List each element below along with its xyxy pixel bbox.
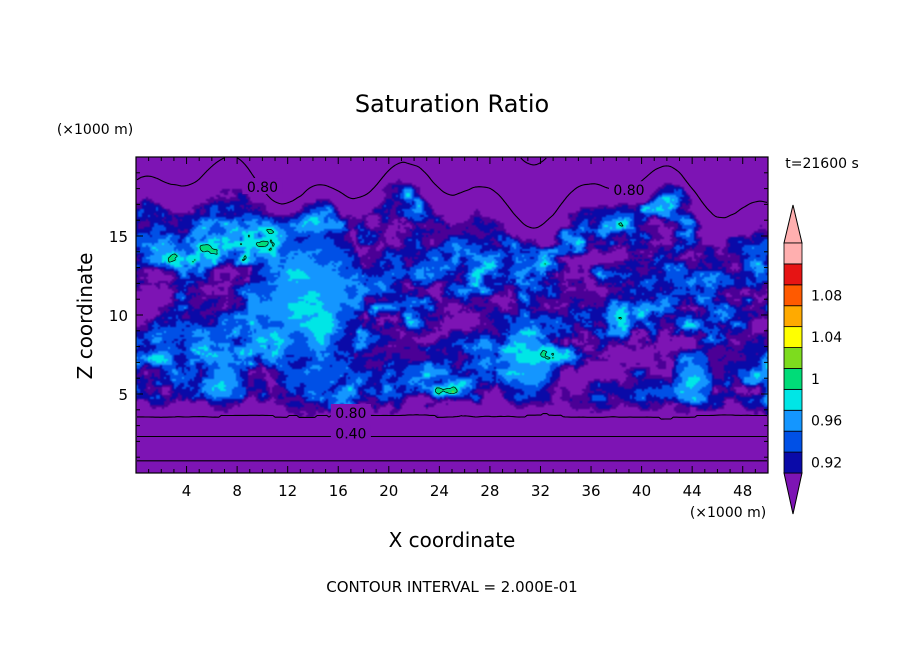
- contour-labels: 0.80 0.80 0.80 0.40: [242, 178, 649, 443]
- x-tick-label: 8: [232, 482, 242, 500]
- contour-label-bg: [242, 178, 283, 195]
- y-unit-label: (×1000 m): [57, 122, 133, 138]
- x-tick-label: 32: [531, 482, 550, 500]
- colorbar-over-triangle: [783, 204, 803, 244]
- colorbar-box: [783, 451, 803, 474]
- y-tick-label: 10: [109, 307, 128, 325]
- x-unit-label: (×1000 m): [690, 505, 766, 521]
- colorbar-box: [783, 347, 803, 369]
- plot-area: 0.80 0.80 0.80 0.40: [135, 156, 769, 474]
- colorbar-box: [783, 263, 803, 286]
- x-tick-label: 4: [182, 482, 192, 500]
- x-tick-label: 12: [278, 482, 297, 500]
- colorbar-box: [783, 430, 803, 453]
- colorbar-label: 1: [811, 372, 820, 388]
- colorbar: 1.08 1.04 1 0.96 0.92: [783, 204, 842, 515]
- time-label: t=21600 s: [785, 156, 859, 172]
- colorbar-label: 0.92: [811, 456, 842, 472]
- x-tick-label: 20: [379, 482, 398, 500]
- contour-label: 0.40: [335, 427, 366, 443]
- colorbar-box: [783, 305, 803, 328]
- colorbar-box: [783, 409, 803, 432]
- y-tick-label: 5: [118, 386, 128, 404]
- colorbar-under-triangle: [783, 472, 803, 515]
- contour-line: [167, 222, 624, 395]
- x-tick-label: 48: [733, 482, 752, 500]
- x-tick-label: 16: [329, 482, 348, 500]
- x-axis: 4 8 12 16 20 24 28 32 36 40 44 48: [148, 157, 756, 500]
- colorbar-box: [783, 388, 803, 411]
- x-tick-label: 28: [480, 482, 499, 500]
- x-tick-label: 36: [581, 482, 600, 500]
- colorbar-label: 1.04: [811, 330, 842, 346]
- contour-label: 0.80: [247, 180, 278, 196]
- contour-line: [137, 157, 767, 438]
- contour-label-bg: [330, 403, 371, 420]
- x-tick-label: 40: [632, 482, 651, 500]
- contour-interval-note: CONTOUR INTERVAL = 2.000E-01: [326, 578, 577, 596]
- chart-title: Saturation Ratio: [355, 90, 549, 118]
- colorbar-label: 1.08: [811, 288, 842, 304]
- saturation-field: [136, 157, 768, 473]
- y-tick-label: 15: [109, 228, 128, 246]
- colorbar-label: 0.96: [811, 414, 842, 430]
- contour-label-bg: [608, 181, 649, 198]
- colorbar-box: [783, 326, 803, 348]
- colorbar-box: [783, 242, 803, 265]
- x-axis-label: X coordinate: [389, 528, 516, 552]
- x-tick-label: 44: [683, 482, 702, 500]
- contour-label: 0.80: [335, 406, 366, 422]
- x-tick-label: 24: [430, 482, 449, 500]
- contour-label-bg: [330, 424, 371, 441]
- contour-label: 0.80: [613, 183, 644, 199]
- y-axis-label: Z coordinate: [73, 253, 97, 380]
- y-axis: 5 10 15: [109, 172, 768, 458]
- colorbar-box: [783, 368, 803, 390]
- colorbar-box: [783, 284, 803, 307]
